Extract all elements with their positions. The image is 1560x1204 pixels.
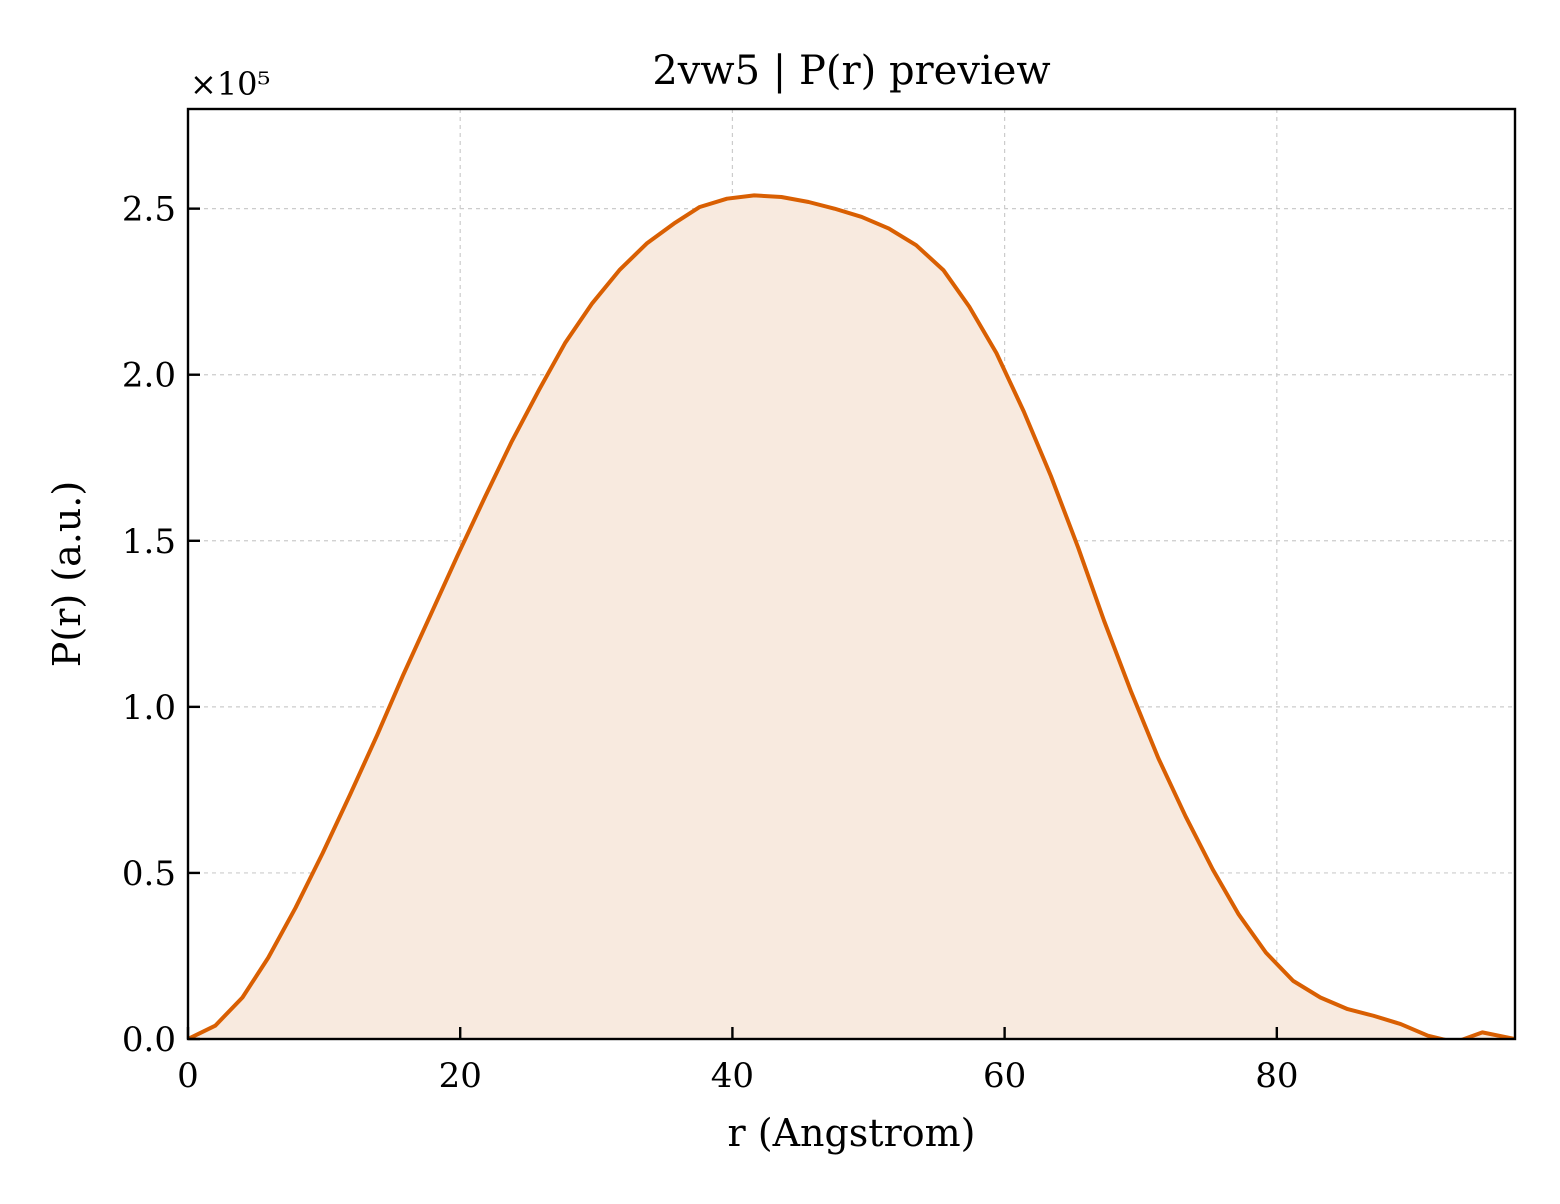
x-tick-label: 20 [439,1056,482,1096]
chart-title: 2vw5 | P(r) preview [652,48,1050,94]
y-tick-label: 2.5 [122,190,176,230]
axis-ticks: 0 20 40 60 80 0.0 0.5 1.0 1.5 2.0 2.5 [122,190,1299,1096]
x-tick-label: 60 [983,1056,1026,1096]
y-tick-label: 1.0 [122,688,176,728]
x-tick-label: 80 [1255,1056,1298,1096]
y-tick-label: 1.5 [122,522,176,562]
x-tick-label: 40 [711,1056,754,1096]
y-tick-label: 0.5 [122,854,176,894]
y-axis-label: P(r) (a.u.) [45,481,89,667]
plot-frame [186,107,1517,1041]
x-tick-label: 0 [177,1056,199,1096]
pr-area-fill [188,195,1515,1039]
y-tick-label: 0.0 [122,1020,176,1060]
x-axis-label: r (Angstrom) [728,1111,976,1155]
pr-series-line [188,193,1515,1039]
y-axis-multiplier: ×10⁵ [190,65,270,103]
y-tick-label: 2.0 [122,356,176,396]
